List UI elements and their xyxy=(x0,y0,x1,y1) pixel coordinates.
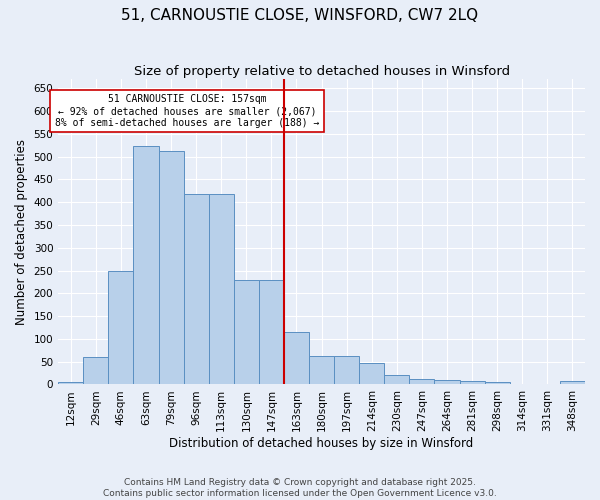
Bar xyxy=(259,280,284,384)
Bar xyxy=(485,382,510,384)
Bar xyxy=(334,356,359,384)
Y-axis label: Number of detached properties: Number of detached properties xyxy=(15,139,28,325)
Bar xyxy=(58,382,83,384)
Bar xyxy=(385,376,409,384)
Bar xyxy=(83,357,109,384)
Bar xyxy=(133,146,158,384)
X-axis label: Distribution of detached houses by size in Winsford: Distribution of detached houses by size … xyxy=(169,437,474,450)
Bar xyxy=(434,380,460,384)
Bar xyxy=(309,356,334,384)
Bar xyxy=(359,364,385,384)
Bar xyxy=(284,332,309,384)
Bar xyxy=(234,280,259,384)
Bar xyxy=(184,194,209,384)
Bar xyxy=(109,272,133,384)
Text: 51, CARNOUSTIE CLOSE, WINSFORD, CW7 2LQ: 51, CARNOUSTIE CLOSE, WINSFORD, CW7 2LQ xyxy=(121,8,479,22)
Bar xyxy=(409,379,434,384)
Bar xyxy=(209,194,234,384)
Bar xyxy=(460,381,485,384)
Text: 51 CARNOUSTIE CLOSE: 157sqm
← 92% of detached houses are smaller (2,067)
8% of s: 51 CARNOUSTIE CLOSE: 157sqm ← 92% of det… xyxy=(55,94,319,128)
Bar xyxy=(560,382,585,384)
Title: Size of property relative to detached houses in Winsford: Size of property relative to detached ho… xyxy=(134,65,509,78)
Bar xyxy=(158,151,184,384)
Text: Contains HM Land Registry data © Crown copyright and database right 2025.
Contai: Contains HM Land Registry data © Crown c… xyxy=(103,478,497,498)
